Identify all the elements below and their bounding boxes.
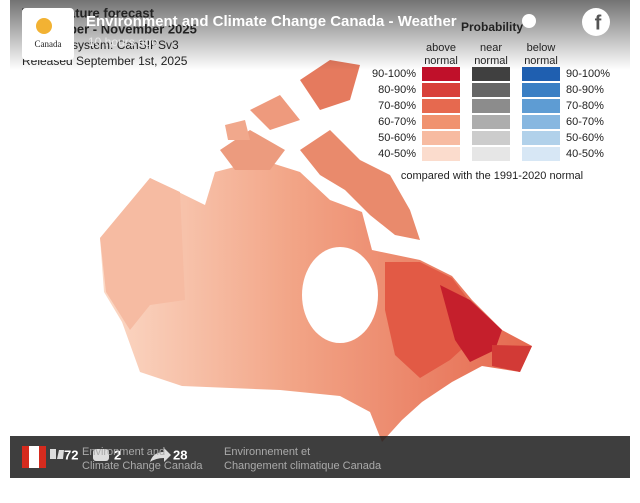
legend-swatch bbox=[422, 131, 460, 145]
legend-swatch bbox=[422, 99, 460, 113]
legend-swatch bbox=[472, 147, 510, 161]
org-fr-2: Changement climatique Canada bbox=[224, 460, 382, 472]
legend-footnote: compared with the 1991-2020 normal bbox=[401, 170, 583, 182]
map bbox=[100, 60, 532, 442]
legend-swatch bbox=[472, 131, 510, 145]
comment-count[interactable]: 2 bbox=[114, 447, 121, 462]
legend-range-right: 70-80% bbox=[566, 100, 604, 112]
legend-swatch bbox=[472, 99, 510, 113]
legend-swatch bbox=[422, 83, 460, 97]
org-en-1: Environment and bbox=[82, 446, 165, 458]
legend-range-left: 50-60% bbox=[378, 132, 416, 144]
legend-range-right: 50-60% bbox=[566, 132, 604, 144]
share-icon[interactable] bbox=[150, 448, 171, 462]
legend-range-right: 40-50% bbox=[566, 148, 604, 160]
legend-range-right: 90-100% bbox=[566, 68, 610, 80]
legend-swatch bbox=[422, 147, 460, 161]
legend-column-label: near bbox=[480, 42, 502, 54]
facebook-f: f bbox=[595, 12, 602, 34]
legend-heading: Probability bbox=[461, 20, 523, 34]
verified-badge bbox=[522, 14, 536, 28]
flag-center bbox=[29, 446, 39, 468]
legend-range-left: 80-90% bbox=[378, 84, 416, 96]
legend-swatch bbox=[422, 67, 460, 81]
legend-swatch bbox=[472, 67, 510, 81]
post-time[interactable]: 10 hours ago bbox=[88, 35, 158, 49]
legend-swatch bbox=[522, 67, 560, 81]
org-en-2: Climate Change Canada bbox=[82, 460, 203, 472]
header-shade bbox=[10, 0, 630, 70]
page-avatar[interactable] bbox=[22, 8, 74, 60]
legend-range-left: 90-100% bbox=[372, 68, 416, 80]
legend-column-label: normal bbox=[474, 55, 508, 67]
legend-swatch bbox=[472, 115, 510, 129]
legend-column-label: normal bbox=[524, 55, 558, 67]
legend-range-left: 70-80% bbox=[378, 100, 416, 112]
legend-column-label: above bbox=[426, 42, 456, 54]
legend-swatch bbox=[522, 99, 560, 113]
legend-range-left: 60-70% bbox=[378, 116, 416, 128]
legend-column-label: normal bbox=[424, 55, 458, 67]
facebook-logo[interactable] bbox=[582, 8, 610, 36]
legend-column-label: below bbox=[527, 42, 556, 54]
legend: Probabilityabovenormalnearnormalbelownor… bbox=[372, 20, 610, 182]
logo-text: Canada bbox=[35, 39, 62, 49]
legend-swatch bbox=[522, 147, 560, 161]
legend-swatch bbox=[522, 131, 560, 145]
legend-range-left: 40-50% bbox=[378, 148, 416, 160]
comment-icon[interactable] bbox=[93, 449, 109, 461]
legend-swatch bbox=[472, 83, 510, 97]
like-count[interactable]: 72 bbox=[64, 447, 78, 462]
legend-range-right: 80-90% bbox=[566, 84, 604, 96]
like-icon[interactable] bbox=[50, 449, 64, 459]
legend-swatch bbox=[522, 83, 560, 97]
share-count[interactable]: 28 bbox=[173, 447, 187, 462]
legend-swatch bbox=[522, 115, 560, 129]
logo-icon bbox=[36, 18, 52, 34]
legend-swatch bbox=[422, 115, 460, 129]
post-title[interactable]: Environment and Climate Change Canada - … bbox=[86, 13, 457, 30]
legend-range-right: 60-70% bbox=[566, 116, 604, 128]
bottom-bar bbox=[10, 436, 630, 478]
org-fr-1: Environnement et bbox=[224, 446, 310, 458]
